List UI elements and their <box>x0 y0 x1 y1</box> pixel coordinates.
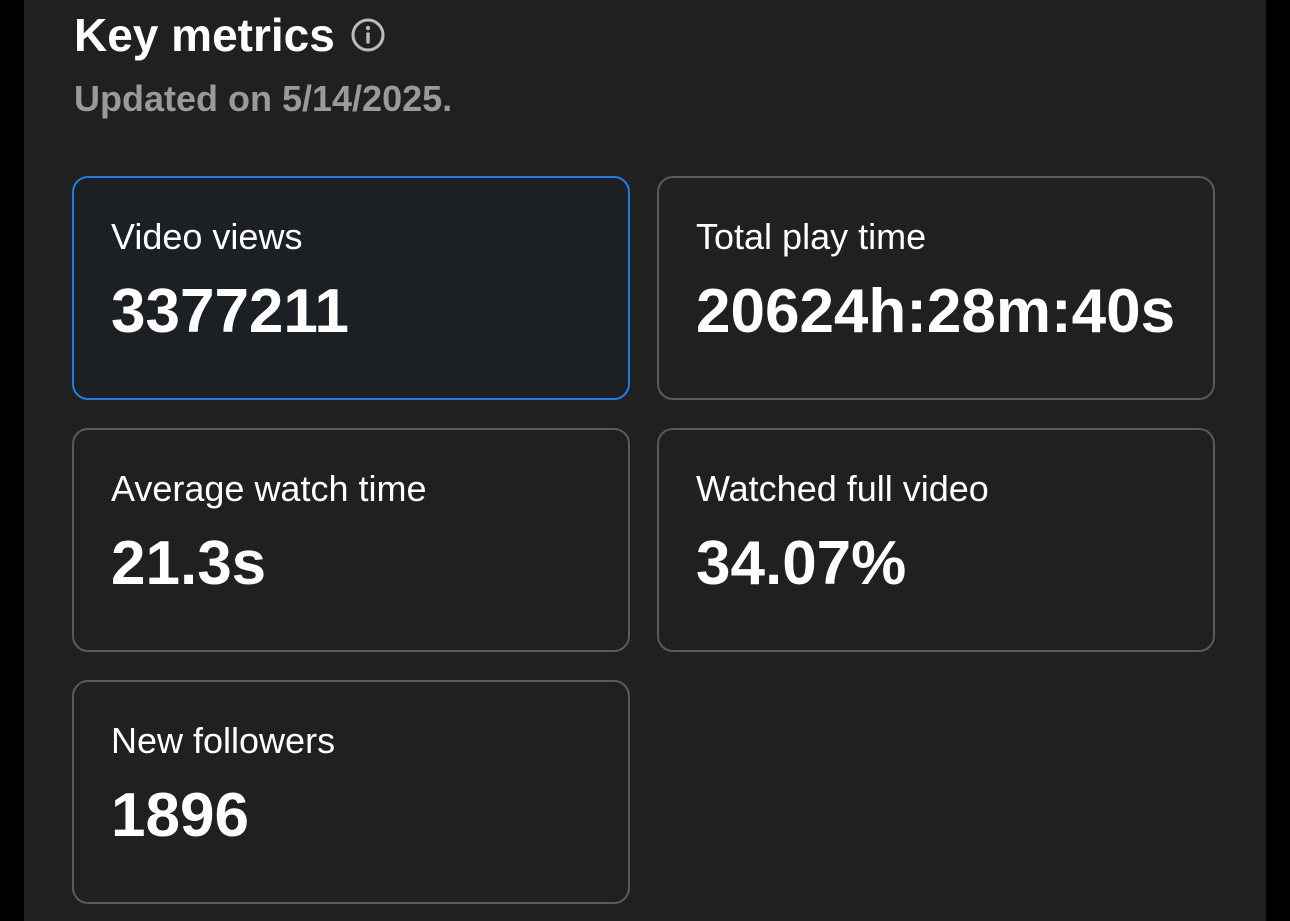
subtitle: Updated on 5/14/2025. <box>74 78 453 119</box>
metric-label: Total play time <box>696 216 927 257</box>
metric-value: 21.3s <box>111 529 267 598</box>
info-icon[interactable] <box>351 18 385 52</box>
metric-card[interactable]: Video views 3377211 <box>72 176 630 400</box>
metric-label: Watched full video <box>696 468 989 509</box>
title-row: Key metrics <box>74 8 385 62</box>
metric-card[interactable]: New followers 1896 <box>72 680 630 904</box>
metric-value: 20624h:28m:40s <box>696 277 1176 346</box>
metric-card[interactable]: Watched full video 34.07% <box>657 428 1215 652</box>
metric-value: 1896 <box>111 781 249 850</box>
metric-value: 34.07% <box>696 529 907 598</box>
metric-card[interactable]: Average watch time 21.3s <box>72 428 630 652</box>
metric-card[interactable]: Total play time 20624h:28m:40s <box>657 176 1215 400</box>
metric-value: 3377211 <box>111 277 349 346</box>
metric-label: Average watch time <box>111 468 427 509</box>
metric-label: Video views <box>111 216 303 257</box>
panel: Key metrics Updated on 5/14/2025. Video … <box>24 0 1266 921</box>
title: Key metrics <box>74 9 335 61</box>
metric-label: New followers <box>111 720 336 761</box>
